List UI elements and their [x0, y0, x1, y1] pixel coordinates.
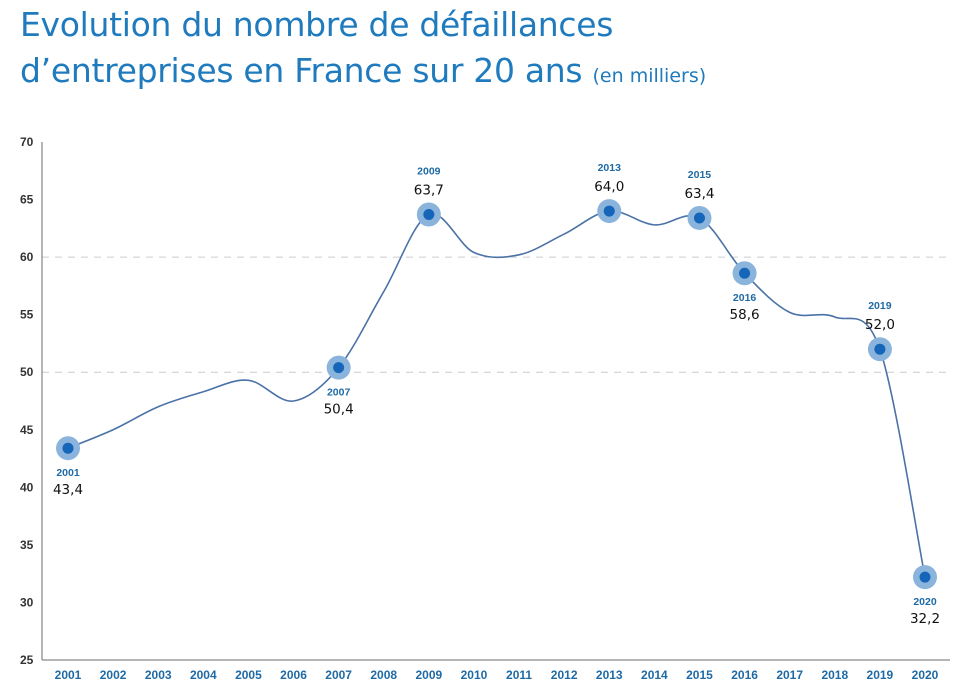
- chart-title-unit: (en milliers): [592, 65, 707, 87]
- chart-title-line1: Evolution du nombre de défaillances: [20, 5, 614, 44]
- y-axis-ticks: 25 30 35 40 45 50 55 60 65 70: [20, 135, 34, 667]
- y-tick-label: 35: [20, 538, 34, 552]
- x-tick-label: 2010: [461, 668, 488, 682]
- axes: [41, 142, 950, 661]
- y-tick-label: 70: [20, 135, 34, 149]
- x-tick-label: 2008: [370, 668, 397, 682]
- grid-lines: [42, 256, 950, 373]
- data-label-year: 2019: [868, 300, 892, 312]
- x-tick-label: 2011: [506, 668, 532, 682]
- y-tick-label: 55: [20, 308, 34, 322]
- data-label-year: 2001: [56, 467, 80, 479]
- data-point: [423, 209, 435, 221]
- x-tick-label: 2015: [686, 668, 713, 682]
- data-label-value: 32,2: [910, 611, 940, 627]
- chart-title: Evolution du nombre de défaillances d’en…: [20, 2, 706, 99]
- data-label-value: 52,0: [865, 317, 895, 333]
- data-label-value: 64,0: [594, 179, 624, 195]
- x-tick-label: 2012: [551, 668, 578, 682]
- data-point: [333, 362, 345, 374]
- x-tick-label: 2009: [415, 668, 442, 682]
- data-label-value: 50,4: [324, 402, 354, 418]
- data-point: [603, 205, 615, 217]
- x-tick-label: 2019: [867, 668, 894, 682]
- data-label-year: 2007: [327, 387, 351, 399]
- data-label-value: 63,4: [684, 186, 714, 202]
- x-tick-label: 2003: [145, 668, 172, 682]
- data-label-year: 2009: [417, 166, 441, 178]
- x-tick-label: 2004: [190, 668, 217, 682]
- y-tick-label: 40: [20, 480, 34, 494]
- x-tick-label: 2005: [235, 668, 262, 682]
- data-point: [874, 343, 886, 355]
- y-tick-label: 60: [20, 250, 34, 264]
- data-label-year: 2020: [913, 596, 937, 608]
- data-label-value: 58,6: [730, 307, 760, 323]
- data-point: [739, 267, 751, 279]
- data-label-year: 2015: [688, 169, 712, 181]
- series-line: [67, 210, 926, 578]
- chart-title-line2: d’entreprises en France sur 20 ans: [20, 51, 583, 90]
- y-tick-label: 30: [20, 595, 34, 609]
- x-tick-label: 2013: [596, 668, 623, 682]
- data-label-value: 63,7: [414, 183, 444, 199]
- x-tick-label: 2001: [55, 668, 82, 682]
- y-tick-label: 65: [20, 193, 34, 207]
- y-tick-label: 45: [20, 423, 34, 437]
- x-axis-ticks: 2001 2002 2003 2004 2005 2006 2007 2008 2009 2010…: [55, 668, 939, 682]
- data-point: [693, 212, 705, 224]
- x-tick-label: 2017: [776, 668, 803, 682]
- x-tick-label: 2020: [912, 668, 939, 682]
- x-tick-label: 2002: [100, 668, 127, 682]
- x-tick-label: 2016: [731, 668, 758, 682]
- data-labels: 2001 43,4 2007 50,4 2009 63,7 2013 64,0 2015 63,4…: [53, 162, 940, 627]
- data-point: [919, 571, 931, 583]
- data-point: [62, 442, 74, 454]
- x-tick-label: 2006: [280, 668, 307, 682]
- x-tick-label: 2007: [325, 668, 352, 682]
- data-label-value: 43,4: [53, 482, 83, 498]
- data-label-year: 2013: [598, 162, 622, 174]
- x-tick-label: 2018: [821, 668, 848, 682]
- data-label-year: 2016: [733, 292, 757, 304]
- y-tick-label: 50: [20, 365, 34, 379]
- y-tick-label: 25: [20, 653, 34, 667]
- data-markers: [56, 199, 937, 590]
- x-tick-label: 2014: [641, 668, 668, 682]
